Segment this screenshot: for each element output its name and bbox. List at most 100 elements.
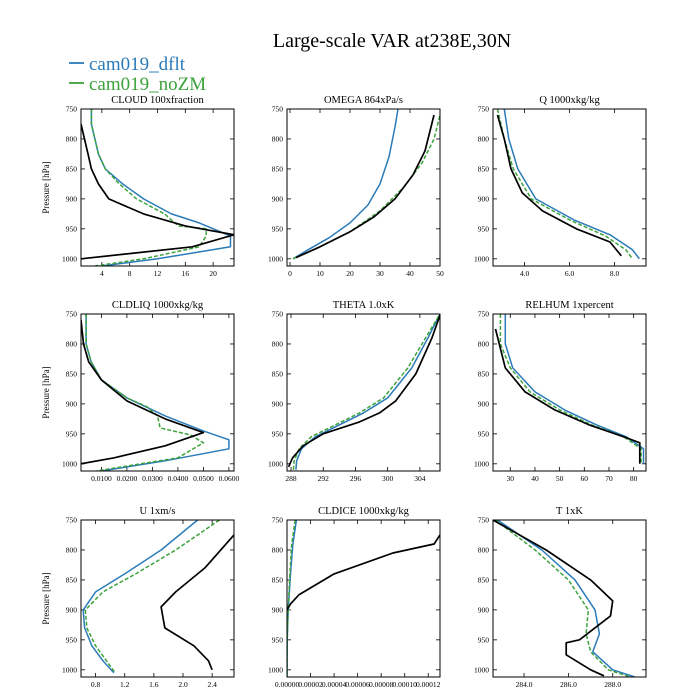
y-tick-label: 800 [272, 339, 284, 348]
y-tick-label: 800 [272, 545, 284, 554]
y-tick-label: 900 [66, 194, 78, 203]
y-tick-label: 900 [478, 399, 490, 408]
y-tick-label: 800 [66, 339, 78, 348]
panel-series [287, 314, 440, 470]
panel-title: CLDLIQ 1000xkg/kg [112, 300, 204, 311]
y-tick-label: 850 [272, 369, 284, 378]
series-line-nozm [84, 520, 220, 674]
y-tick-label: 750 [272, 105, 284, 114]
x-tick-label: 30 [507, 474, 515, 483]
series-line-nozm [499, 314, 642, 464]
x-tick-label: 6.0 [565, 269, 575, 278]
y-tick-label: 800 [66, 134, 78, 143]
series-line-dflt [82, 520, 199, 674]
series-line-reference [295, 114, 435, 259]
panel-title: RELHUM 1xpercent [525, 300, 613, 311]
y-axis-label: Pressure [hPa] [41, 572, 51, 624]
legend-label-dflt: cam019_dflt [89, 54, 186, 75]
series-line-dflt [503, 109, 640, 260]
y-tick-label: 950 [66, 224, 78, 233]
y-tick-label: 1000 [474, 665, 489, 674]
x-tick-label: 0.8 [91, 680, 101, 689]
y-tick-label: 950 [478, 429, 490, 438]
panel-series [81, 109, 234, 266]
panel-frame [286, 108, 441, 267]
series-line-nozm [85, 314, 205, 471]
panel-frame [80, 313, 235, 472]
y-tick-label: 850 [478, 164, 490, 173]
y-tick-label: 750 [478, 310, 490, 319]
x-tick-label: 20 [346, 269, 354, 278]
series-line-reference [81, 319, 205, 465]
y-tick-label: 900 [478, 194, 490, 203]
series-line-nozm [496, 109, 634, 260]
panel-title: Q 1000xkg/kg [539, 95, 600, 106]
y-tick-label: 850 [66, 164, 78, 173]
series-line-dflt [504, 314, 645, 464]
y-tick-label: 1000 [62, 665, 77, 674]
panel-series [493, 520, 636, 677]
y-tick-label: 950 [478, 224, 490, 233]
x-tick-label: 0.00000 [275, 680, 300, 689]
series-line-nozm [287, 520, 296, 677]
x-tick-label: 300 [382, 474, 394, 483]
x-tick-label: 12 [154, 269, 162, 278]
series-line-dflt [496, 520, 636, 677]
x-tick-label: 40 [531, 474, 539, 483]
panel-frame [80, 108, 235, 267]
y-tick-label: 900 [272, 194, 284, 203]
y-tick-label: 750 [66, 105, 78, 114]
x-tick-label: 4 [100, 269, 104, 278]
y-tick-label: 800 [478, 339, 490, 348]
y-tick-label: 800 [478, 134, 490, 143]
x-tick-label: 0.0100 [91, 474, 112, 483]
panel-6: RELHUM 1xpercent 750 800 850 900 950 1000 30 40 5… [474, 300, 647, 483]
series-line-nozm [494, 520, 631, 677]
x-tick-label: 292 [318, 474, 330, 483]
y-tick-label: 1000 [62, 254, 77, 263]
panel-frame [286, 313, 441, 472]
y-tick-label: 750 [66, 516, 78, 525]
y-tick-label: 900 [66, 399, 78, 408]
x-tick-label: 0.00002 [298, 680, 323, 689]
panel-3: Q 1000xkg/kg 750 800 850 900 950 1000 4.0 6.0 8.0 [474, 95, 647, 278]
panel-frame [492, 313, 647, 472]
figure-title: Large-scale VAR at238E,30N [273, 30, 511, 52]
x-tick-label: 2.0 [178, 680, 188, 689]
x-tick-label: 0.0300 [142, 474, 163, 483]
panel-8: CLDICE 1000xkg/kg 750 800 850 900 950 1000 0.00… [268, 506, 441, 689]
series-line-reference [81, 123, 234, 260]
y-tick-label: 1000 [62, 459, 77, 468]
x-tick-label: 0.00010 [393, 680, 418, 689]
y-tick-label: 850 [66, 369, 78, 378]
panel-7: U 1xm/s Pressure [hPa] 750 800 850 900 950 1000… [41, 506, 235, 689]
y-tick-label: 750 [478, 105, 490, 114]
x-tick-label: 10 [316, 269, 324, 278]
y-tick-label: 750 [272, 516, 284, 525]
x-tick-label: 288 [285, 474, 297, 483]
y-tick-label: 800 [272, 134, 284, 143]
y-axis-label: Pressure [hPa] [41, 161, 51, 213]
x-tick-label: 8.0 [610, 269, 620, 278]
y-tick-label: 800 [66, 545, 78, 554]
y-tick-label: 850 [478, 575, 490, 584]
x-tick-label: 0.00008 [369, 680, 394, 689]
y-tick-label: 800 [478, 545, 490, 554]
x-tick-label: 288.0 [604, 680, 621, 689]
panel-series [81, 314, 230, 471]
y-tick-label: 1000 [268, 459, 283, 468]
y-tick-label: 1000 [268, 665, 283, 674]
x-tick-label: 2.4 [207, 680, 217, 689]
series-line-nozm [292, 314, 440, 470]
series-line-reference [494, 328, 641, 464]
panel-frame [286, 519, 441, 678]
x-tick-label: 0.0400 [168, 474, 189, 483]
panel-series [287, 520, 440, 677]
y-tick-label: 950 [272, 224, 284, 233]
legend-label-nozm: cam019_noZM [89, 74, 206, 95]
x-tick-label: 296 [350, 474, 362, 483]
series-line-reference [496, 114, 622, 257]
